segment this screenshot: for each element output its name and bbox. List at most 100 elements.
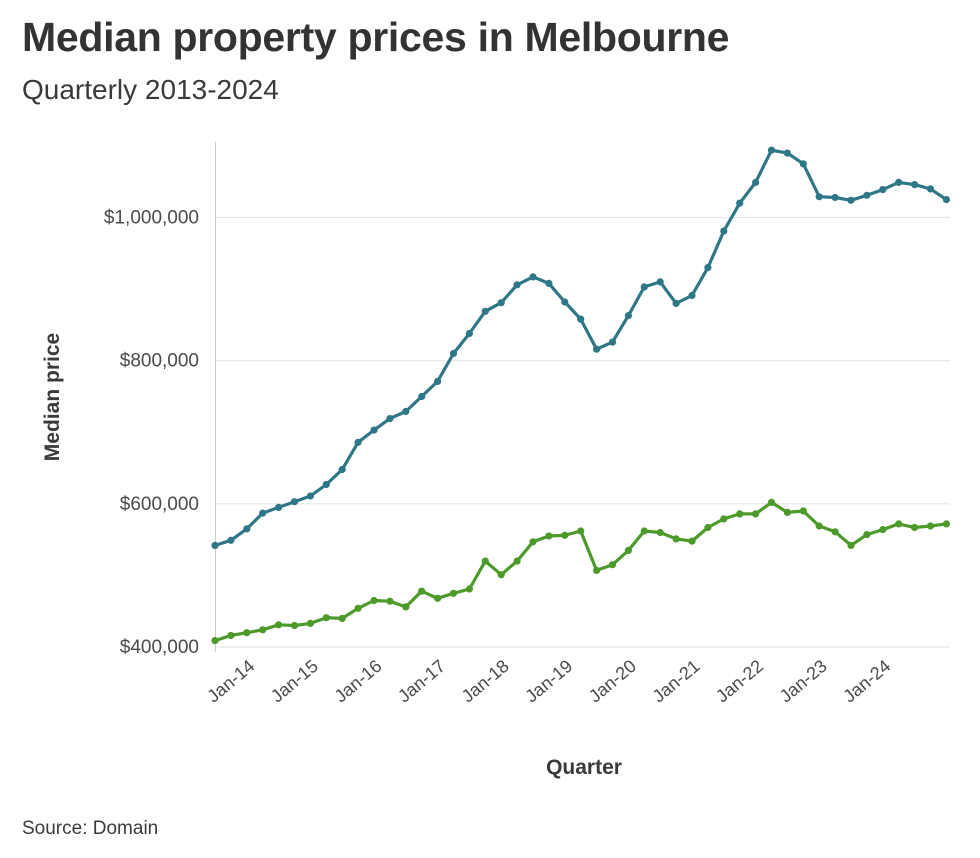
data-point-units [704,523,712,532]
chart-title: Median property prices in Melbourne [22,14,730,60]
data-point-units [736,510,744,518]
source-note: Source: Domain [22,818,159,839]
x-axis-ticks: Jan-14 Jan-15 Jan-16 Jan-17 Jan-18 Jan-19 Jan-… [203,656,894,707]
data-point-houses [863,191,871,199]
data-point-houses [322,480,330,489]
data-point-houses [831,193,839,202]
data-point-units [926,522,935,530]
data-point-units [911,523,919,532]
data-point-units [465,585,473,593]
data-point-houses [561,298,569,306]
data-point-units [386,597,394,605]
x-tick-label: Jan-17 [394,656,449,707]
data-point-houses [418,392,426,401]
chart-subtitle: Quarterly 2013-2024 [22,74,279,105]
x-tick-label: Jan-18 [458,656,513,707]
data-point-units [370,596,378,605]
data-point-units [322,614,330,622]
data-point-houses [243,525,251,533]
data-point-houses [799,160,807,168]
data-point-units [863,531,871,539]
data-point-units [942,520,951,528]
data-point-houses [815,193,823,201]
data-point-units [688,537,696,545]
data-point-houses [434,377,442,385]
data-point-units [259,626,267,634]
data-point-units [815,522,823,530]
data-point-units [895,520,903,528]
data-point-units [624,546,633,555]
data-point-units [243,629,251,637]
data-point-houses [386,415,394,423]
data-point-units [545,532,553,540]
series-lines [211,146,951,645]
data-point-houses [465,329,473,338]
data-point-units [449,589,458,597]
data-point-units [577,527,585,535]
data-point-units [434,594,442,602]
data-point-units [402,603,410,611]
x-tick-label: Jan-23 [776,656,831,707]
x-tick-label: Jan-22 [712,656,767,707]
data-point-units [275,621,283,629]
x-tick-label: Jan-24 [839,656,894,707]
data-point-units [672,535,680,543]
data-point-houses [593,345,601,353]
data-point-units [290,621,299,630]
y-axis-title: Median price [41,333,64,461]
data-point-houses [338,465,346,474]
data-point-houses [227,536,235,544]
data-point-houses [847,196,855,204]
data-point-units [338,614,346,623]
data-point-houses [720,227,728,235]
data-point-houses [783,149,792,157]
y-tick-label: $1,000,000 [104,208,199,229]
data-point-houses [624,312,633,320]
data-point-houses [656,278,664,286]
data-point-units [354,604,362,612]
x-tick-label: Jan-16 [331,656,386,707]
data-point-houses [370,426,378,434]
data-point-units [418,587,426,595]
data-point-houses [577,315,585,323]
data-point-houses [259,509,267,517]
data-point-houses [275,503,283,511]
data-point-houses [752,178,760,186]
gridlines [215,216,950,648]
y-axis-ticks: $400,000 $600,000 $800,000 $1,000,000 [104,208,199,659]
data-point-units [656,528,664,537]
data-point-houses [640,283,648,291]
data-point-houses [608,338,617,346]
data-point-units [593,566,601,575]
x-tick-label: Jan-14 [203,656,258,707]
y-tick-label: $800,000 [120,351,199,372]
data-point-houses [481,307,489,315]
data-point-units [847,541,855,550]
data-point-houses [545,279,553,287]
data-point-units [211,637,219,645]
data-point-houses [926,185,935,193]
y-tick-label: $600,000 [120,494,199,515]
x-tick-label: Jan-21 [649,656,704,707]
data-point-houses [449,349,458,358]
data-point-units [783,508,792,516]
data-point-houses [529,273,537,281]
data-point-units [608,561,617,569]
data-point-units [720,515,728,523]
data-point-houses [354,438,362,446]
data-point-houses [513,281,521,289]
data-point-houses [306,492,314,500]
x-tick-label: Jan-15 [267,656,322,707]
data-point-houses [290,498,299,506]
data-point-units [513,557,521,565]
data-point-houses [879,186,887,194]
data-point-units [481,557,489,565]
data-point-houses [402,407,410,416]
data-point-units [561,531,569,539]
data-point-units [227,631,235,640]
data-point-units [799,507,807,515]
data-point-units [879,526,887,534]
data-point-units [640,527,648,535]
y-tick-label: $400,000 [120,637,199,658]
